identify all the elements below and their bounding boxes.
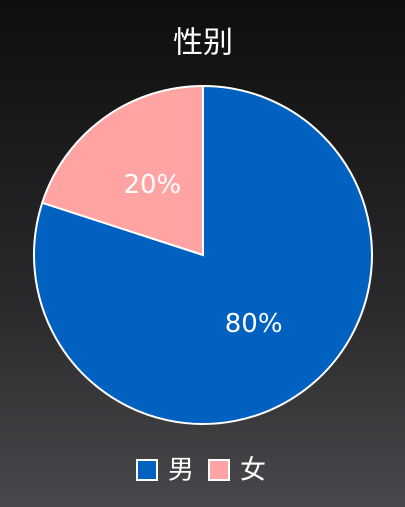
slice-label: 20% (123, 170, 181, 200)
pie-slice (41, 84, 204, 257)
slice-label: 80% (225, 309, 283, 339)
chart-title: 性别 (173, 26, 233, 61)
pie-slice (33, 84, 373, 425)
legend-swatch (208, 459, 230, 481)
legend-label: 女 (240, 456, 266, 486)
legend-swatch (136, 459, 158, 481)
legend-label: 男 (168, 456, 194, 486)
